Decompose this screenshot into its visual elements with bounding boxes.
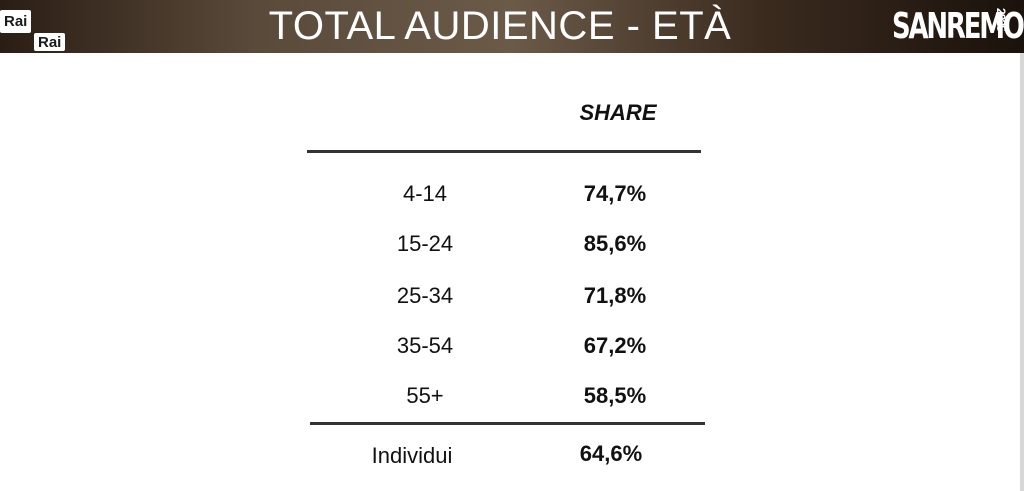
total-value: 64,6% xyxy=(579,441,643,466)
brand: SANREMO xyxy=(892,6,1024,47)
logo: Rai xyxy=(34,33,66,51)
row-label: 25-34 xyxy=(396,283,454,308)
row-value: 67,2% xyxy=(583,333,647,358)
logo: Rai xyxy=(0,10,32,33)
row-label: 15-24 xyxy=(396,231,454,256)
rule xyxy=(307,150,701,153)
header-bar: Rai Rai TOTAL AUDIENCE - ETÀ SANREMO 202… xyxy=(0,0,1024,53)
row-value: 58,5% xyxy=(583,383,647,408)
row-label: 35-54 xyxy=(396,333,454,358)
row-value: 74,7% xyxy=(583,181,647,206)
title: TOTAL AUDIENCE - ETÀ xyxy=(268,4,732,48)
total-label: Individui xyxy=(371,443,453,468)
row-label: 4-14 xyxy=(402,181,448,206)
brand-year: 2025 xyxy=(994,8,1008,31)
column-header: SHARE xyxy=(579,100,657,125)
row-value: 71,8% xyxy=(583,283,647,308)
row-value: 85,6% xyxy=(583,231,647,256)
edge xyxy=(1020,53,1024,491)
rule xyxy=(310,422,705,425)
row-label: 55+ xyxy=(406,383,444,408)
